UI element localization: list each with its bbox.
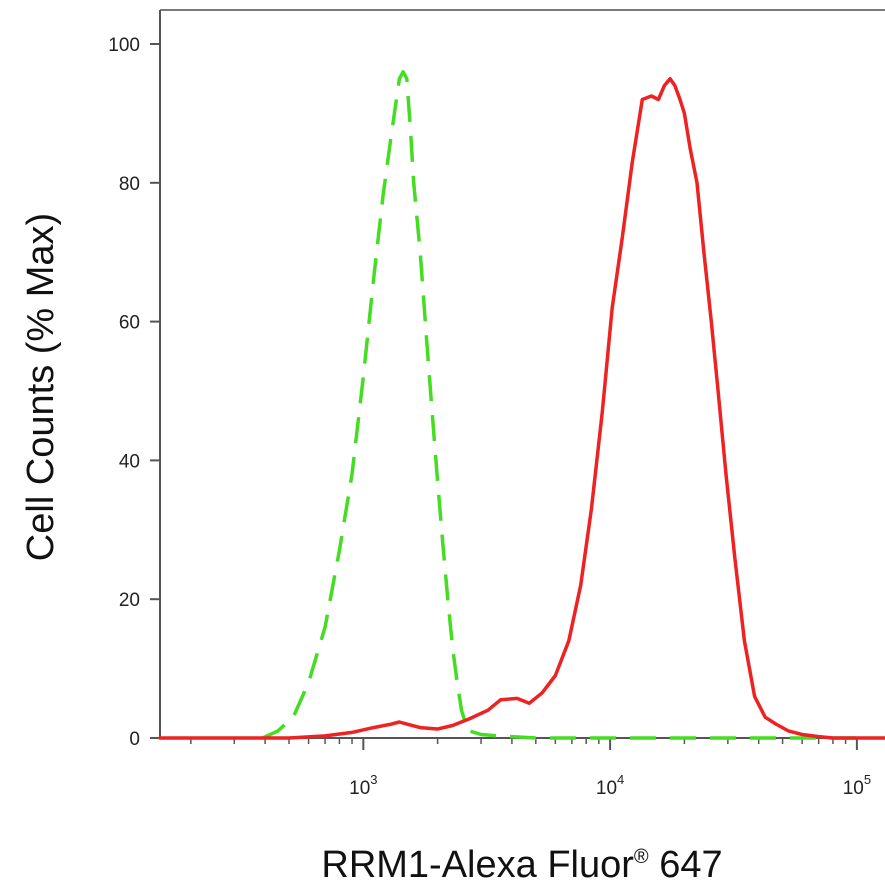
y-tick-label: 60	[119, 313, 140, 334]
x-tick-exponent: 5	[864, 772, 871, 787]
x-tick-exponent: 3	[370, 772, 377, 787]
x-tick-base: 10	[843, 778, 864, 799]
control-histogram-line	[261, 70, 857, 740]
y-tick-label: 40	[119, 451, 140, 472]
plot-frame	[159, 9, 885, 739]
x-tick-label: 103	[349, 772, 377, 799]
registered-mark: ®	[634, 846, 649, 868]
x-axis-title-main: RRM1-Alexa Fluor	[321, 844, 634, 886]
x-axis-title: RRM1-Alexa Fluor® 647	[321, 844, 722, 886]
y-tick-label: 100	[108, 35, 140, 56]
x-tick-label: 104	[596, 772, 624, 799]
x-tick-exponent: 4	[617, 772, 624, 787]
y-tick-label: 80	[119, 174, 140, 195]
y-tick-label: 20	[119, 590, 140, 611]
y-tick-label: 0	[129, 729, 140, 750]
x-tick-base: 10	[596, 778, 617, 799]
series-layer	[158, 70, 885, 740]
y-axis-title: Cell Counts (% Max)	[20, 213, 62, 561]
x-axis-ticks: 103 104 105	[190, 738, 871, 799]
x-tick-base: 10	[349, 778, 370, 799]
x-axis-title-suffix: 647	[649, 844, 723, 886]
rrm1-histogram-line	[158, 76, 885, 740]
x-tick-label: 105	[843, 772, 871, 799]
y-axis-ticks: 0 20 40 60 80 100	[108, 35, 160, 750]
